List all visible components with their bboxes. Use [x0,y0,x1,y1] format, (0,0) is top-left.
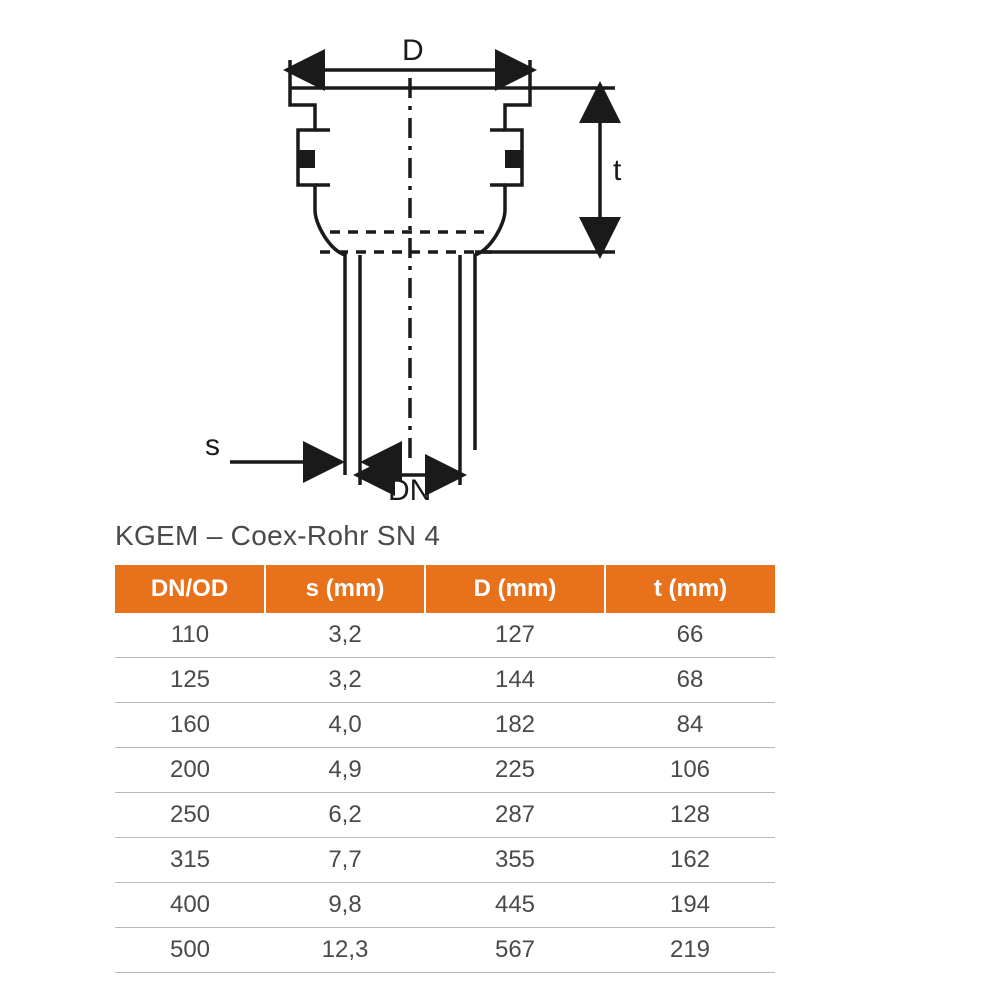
table-row: 4009,8445194 [115,883,775,928]
table-cell: 6,2 [265,793,425,838]
table-cell: 400 [115,883,265,928]
table-title: KGEM – Coex-Rohr SN 4 [115,520,440,552]
pipe-cross-section-diagram: D t s DN [170,20,730,500]
dim-label-t: t [613,154,622,187]
table-row: 1253,214468 [115,658,775,703]
table-header-row: DN/OD s (mm) D (mm) t (mm) [115,565,775,613]
table-cell: 68 [605,658,775,703]
table-cell: 110 [115,613,265,658]
table-cell: 315 [115,838,265,883]
table-row: 3157,7355162 [115,838,775,883]
table-cell: 567 [425,928,605,973]
table-cell: 200 [115,748,265,793]
table-cell: 162 [605,838,775,883]
table-cell: 4,0 [265,703,425,748]
table-row: 2004,9225106 [115,748,775,793]
dim-label-s: s [205,429,220,462]
table-cell: 128 [605,793,775,838]
table-cell: 355 [425,838,605,883]
table-cell: 287 [425,793,605,838]
table-cell: 12,3 [265,928,425,973]
table-cell: 225 [425,748,605,793]
col-header-d: D (mm) [425,565,605,613]
table-row: 50012,3567219 [115,928,775,973]
table-cell: 3,2 [265,613,425,658]
table-cell: 250 [115,793,265,838]
table-cell: 7,7 [265,838,425,883]
table-cell: 445 [425,883,605,928]
table-row: 1103,212766 [115,613,775,658]
dim-label-DN: DN [388,474,431,500]
table-cell: 182 [425,703,605,748]
table-cell: 500 [115,928,265,973]
table-cell: 125 [115,658,265,703]
dim-label-D: D [402,34,424,67]
table-cell: 219 [605,928,775,973]
table-cell: 4,9 [265,748,425,793]
table-cell: 66 [605,613,775,658]
table-row: 2506,2287128 [115,793,775,838]
table-cell: 106 [605,748,775,793]
col-header-dnod: DN/OD [115,565,265,613]
spec-table: DN/OD s (mm) D (mm) t (mm) 1103,21276612… [115,565,775,973]
table-cell: 127 [425,613,605,658]
col-header-s: s (mm) [265,565,425,613]
table-cell: 3,2 [265,658,425,703]
table-cell: 9,8 [265,883,425,928]
table-cell: 144 [425,658,605,703]
col-header-t: t (mm) [605,565,775,613]
table-cell: 84 [605,703,775,748]
table-cell: 160 [115,703,265,748]
table-row: 1604,018284 [115,703,775,748]
table-cell: 194 [605,883,775,928]
